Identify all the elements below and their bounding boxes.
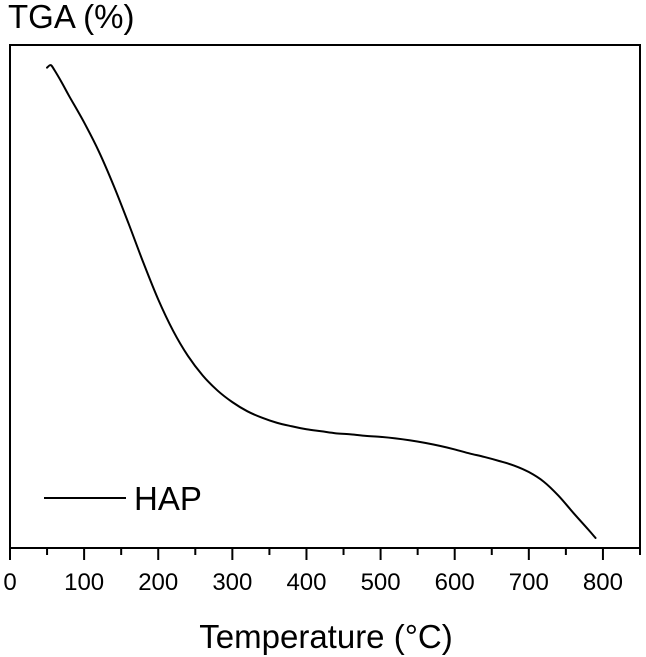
legend-label-hap: HAP xyxy=(134,480,202,517)
x-tick-label: 300 xyxy=(212,569,252,596)
x-tick-label: 700 xyxy=(509,569,549,596)
x-tick-label: 200 xyxy=(138,569,178,596)
x-tick-label: 100 xyxy=(64,569,104,596)
y-axis-title: TGA (%) xyxy=(8,0,135,35)
x-tick-label: 800 xyxy=(583,569,623,596)
x-axis-title: Temperature (°C) xyxy=(199,618,452,655)
x-tick-label: 500 xyxy=(361,569,401,596)
x-axis-ticks xyxy=(9,548,641,560)
x-tick-label: 400 xyxy=(286,569,326,596)
series-line-hap xyxy=(46,64,597,539)
x-tick-label: 0 xyxy=(3,569,16,596)
x-tick-label: 600 xyxy=(435,569,475,596)
legend: HAP xyxy=(44,480,202,517)
plot-frame xyxy=(9,44,641,549)
x-axis-tick-labels: 0 100 200 300 400 500 600 700 800 xyxy=(3,569,623,596)
